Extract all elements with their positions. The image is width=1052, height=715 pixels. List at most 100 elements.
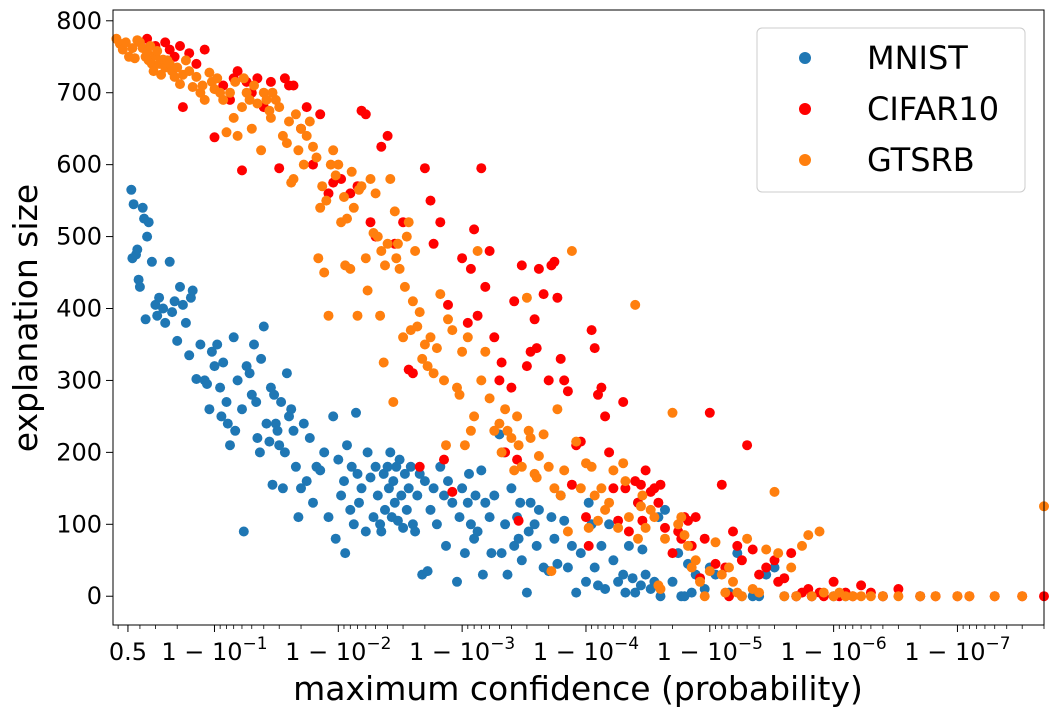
point-cifar10: [596, 382, 607, 393]
point-mnist: [470, 490, 481, 501]
point-mnist: [288, 425, 299, 436]
point-gtsrb: [375, 310, 386, 321]
point-gtsrb: [623, 512, 634, 523]
point-cifar10: [640, 465, 651, 476]
point-mnist: [575, 548, 586, 559]
point-cifar10: [531, 343, 542, 354]
point-mnist: [244, 368, 255, 379]
point-gtsrb: [480, 346, 491, 357]
point-mnist: [308, 497, 318, 508]
point-mnist: [218, 357, 229, 368]
point-mnist: [398, 522, 409, 533]
point-mnist: [304, 433, 315, 443]
point-gtsrb: [365, 174, 376, 184]
point-gtsrb: [575, 483, 586, 494]
point-gtsrb: [512, 411, 523, 422]
y-tick-label: 600: [56, 151, 102, 179]
point-gtsrb: [228, 112, 239, 123]
point-gtsrb: [419, 339, 430, 350]
point-cifar10: [566, 479, 577, 490]
point-cifar10: [365, 217, 376, 228]
point-mnist: [699, 584, 710, 594]
point-mnist: [336, 490, 347, 501]
point-cifar10: [583, 540, 594, 551]
point-gtsrb: [596, 483, 607, 494]
point-mnist: [546, 512, 557, 523]
point-gtsrb: [246, 123, 257, 134]
point-gtsrb: [513, 440, 524, 451]
point-cifar10: [376, 141, 387, 152]
point-gtsrb: [281, 138, 292, 149]
point-gtsrb: [175, 79, 185, 90]
point-gtsrb: [376, 246, 387, 256]
point-cifar10: [786, 548, 797, 559]
point-gtsrb: [389, 206, 400, 217]
point-cifar10: [552, 292, 563, 303]
point-gtsrb: [613, 522, 624, 533]
point-mnist: [206, 346, 217, 357]
point-mnist: [509, 540, 520, 551]
point-mnist: [128, 199, 139, 210]
point-cifar10: [608, 483, 619, 494]
point-gtsrb: [476, 375, 487, 386]
point-gtsrb: [410, 246, 421, 256]
point-cifar10: [581, 512, 591, 523]
point-mnist: [686, 587, 697, 598]
point-cifar10: [472, 310, 483, 321]
point-gtsrb: [323, 310, 334, 321]
point-gtsrb: [346, 166, 357, 177]
point-gtsrb: [754, 587, 765, 598]
point-gtsrb: [249, 80, 259, 91]
point-cifar10: [513, 515, 524, 526]
point-mnist: [769, 562, 780, 573]
x-axis-label: maximum confidence (probability): [293, 669, 863, 708]
point-cifar10: [480, 281, 491, 292]
point-cifar10: [407, 368, 418, 379]
point-mnist: [516, 555, 527, 566]
point-mnist: [351, 407, 361, 418]
point-mnist: [627, 573, 638, 584]
point-gtsrb: [230, 76, 241, 87]
point-mnist: [298, 418, 309, 429]
point-gtsrb: [593, 515, 603, 526]
point-mnist: [142, 231, 153, 242]
point-gtsrb: [296, 123, 306, 134]
point-cifar10: [529, 314, 540, 325]
point-mnist: [372, 490, 383, 501]
point-gtsrb: [431, 343, 442, 354]
point-mnist: [339, 476, 349, 487]
point-gtsrb: [930, 591, 941, 602]
plot-frame: [112, 9, 1045, 626]
point-cifar10: [496, 357, 507, 368]
point-mnist: [382, 461, 393, 472]
point-gtsrb: [559, 465, 570, 476]
legend: MNIST CIFAR10 GTSRB: [756, 27, 1026, 193]
point-gtsrb: [655, 584, 666, 594]
point-gtsrb: [679, 530, 690, 541]
point-mnist: [212, 339, 223, 350]
point-mnist: [443, 476, 453, 487]
point-gtsrb: [225, 87, 235, 98]
point-mnist: [596, 540, 607, 551]
point-gtsrb: [630, 299, 641, 310]
point-mnist: [281, 368, 292, 379]
point-gtsrb: [129, 53, 140, 64]
point-mnist: [276, 397, 287, 407]
point-mnist: [264, 436, 275, 447]
point-mnist: [623, 540, 634, 551]
point-gtsrb: [952, 591, 963, 602]
point-mnist: [222, 418, 233, 429]
point-mnist: [169, 296, 180, 307]
point-mnist: [365, 472, 376, 483]
y-tick-label: 800: [56, 7, 102, 35]
point-gtsrb: [443, 314, 453, 325]
point-gtsrb: [720, 587, 731, 598]
point-mnist: [589, 562, 600, 573]
point-gtsrb: [583, 522, 594, 533]
point-cifar10: [549, 256, 560, 267]
point-cifar10: [315, 109, 326, 120]
point-mnist: [441, 540, 451, 551]
point-gtsrb: [555, 490, 566, 501]
point-gtsrb: [525, 433, 536, 443]
